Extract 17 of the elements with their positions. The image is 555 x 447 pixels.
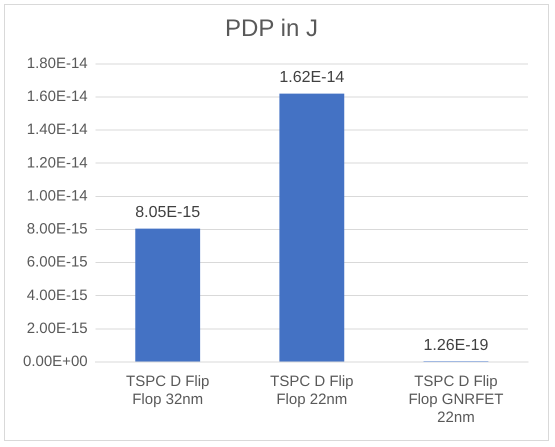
data-label: 8.05E-15 xyxy=(135,204,200,222)
x-tick-label: TSPC D Flip Flop 22nm xyxy=(270,373,354,408)
y-tick-label: 1.00E-14 xyxy=(26,187,88,204)
x-tick-label: TSPC D Flip Flop 32nm xyxy=(126,373,210,408)
y-tick-label: 1.40E-14 xyxy=(26,121,88,138)
x-tick-label: TSPC D Flip Flop GNRFET 22nm xyxy=(408,373,504,426)
y-tick-label: 6.00E-15 xyxy=(26,254,88,271)
y-tick-label: 8.00E-15 xyxy=(26,220,88,238)
y-tick-label: 1.20E-14 xyxy=(26,154,88,172)
chart-title: PDP in J xyxy=(225,15,318,42)
y-tick-label: 1.80E-14 xyxy=(26,54,88,72)
data-label: 1.62E-14 xyxy=(279,69,344,86)
y-tick-label: 0.00E+00 xyxy=(22,353,88,370)
y-tick-label: 1.60E-14 xyxy=(26,88,88,106)
data-label: 1.26E-19 xyxy=(423,336,489,354)
y-tick-label: 2.00E-15 xyxy=(26,320,88,338)
y-tick-label: 4.00E-15 xyxy=(26,286,88,304)
